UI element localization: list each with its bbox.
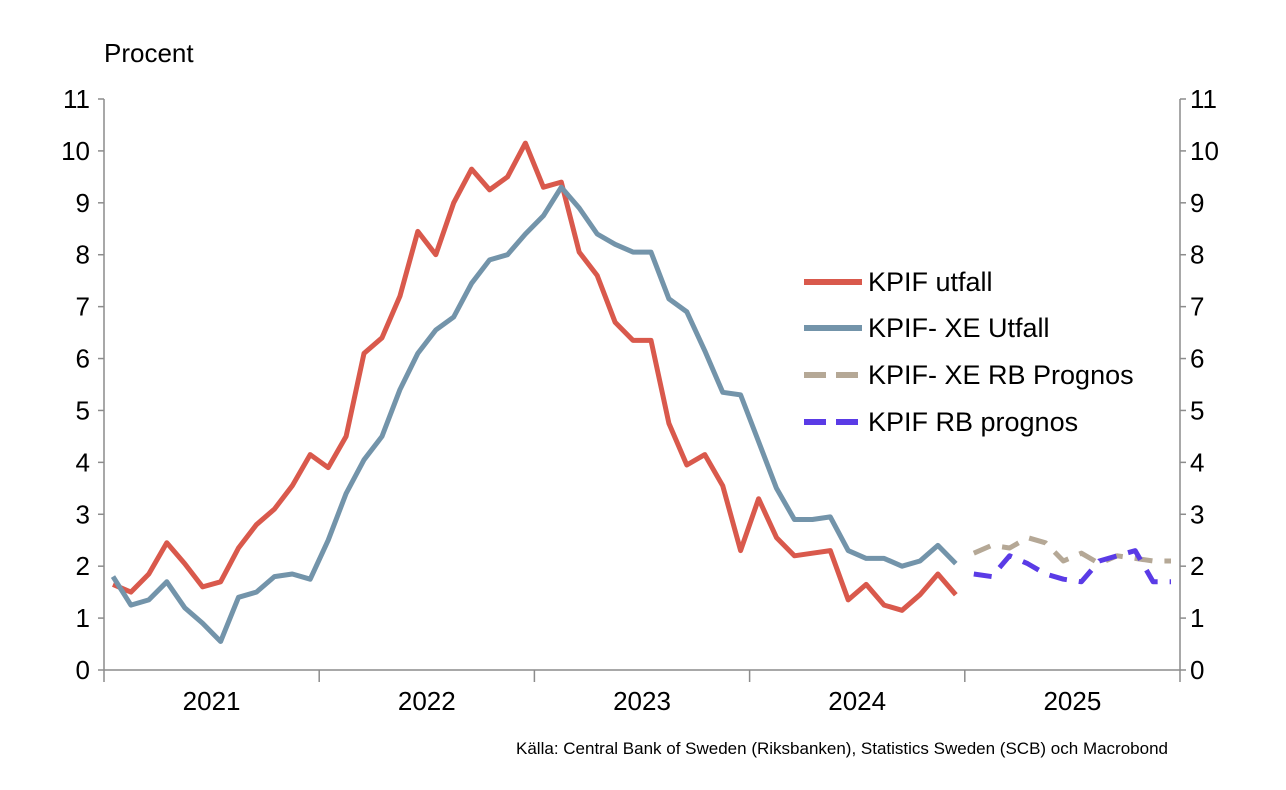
source-note: Källa: Central Bank of Sweden (Riksbanke…	[516, 739, 1168, 758]
y-tick-label-left: 10	[61, 136, 90, 166]
y-tick-label-right: 1	[1190, 603, 1204, 633]
y-tick-label-right: 9	[1190, 188, 1204, 218]
x-tick-label: 2021	[183, 686, 241, 716]
y-tick-label-left: 5	[76, 395, 90, 425]
y-tick-label-left: 9	[76, 188, 90, 218]
y-tick-label-left: 3	[76, 499, 90, 529]
series-line-2	[110, 184, 958, 644]
y-tick-label-left: 7	[76, 292, 90, 322]
legend: KPIF utfall KPIF- XE Utfall KPIF- XE RB Pr…	[804, 267, 1134, 437]
y-tick-label-left: 1	[76, 603, 90, 633]
x-tick-label: 2025	[1043, 686, 1101, 716]
y-tick-label-left: 11	[63, 84, 90, 114]
legend-label-2: KPIF- XE Utfall	[868, 313, 1050, 343]
y-tick-label-left: 4	[76, 447, 90, 477]
x-tick-label: 2024	[828, 686, 886, 716]
y-tick-label-right: 6	[1190, 344, 1204, 374]
y-tick-label-right: 8	[1190, 240, 1204, 270]
y-tick-label-left: 0	[76, 655, 90, 685]
y-tick-label-right: 3	[1190, 499, 1204, 529]
legend-label-1: KPIF utfall	[868, 267, 993, 297]
y-tick-label-right: 10	[1190, 136, 1219, 166]
y-tick-label-right: 7	[1190, 292, 1204, 322]
legend-label-4: KPIF RB prognos	[868, 407, 1078, 437]
y-axis-title: Procent	[104, 38, 194, 68]
series-line-1	[112, 140, 958, 613]
y-tick-label-right: 2	[1190, 551, 1204, 581]
y-tick-label-left: 8	[76, 240, 90, 270]
y-tick-label-left: 6	[76, 344, 90, 374]
y-tick-label-right: 5	[1190, 395, 1204, 425]
y-tick-label-right: 11	[1190, 84, 1217, 114]
series-lines	[110, 140, 1171, 644]
x-tick-label: 2023	[613, 686, 671, 716]
legend-label-3: KPIF- XE RB Prognos	[868, 360, 1134, 390]
y-tick-label-right: 0	[1190, 655, 1204, 685]
y-tick-label-left: 2	[76, 551, 90, 581]
x-tick-label: 2022	[398, 686, 456, 716]
y-tick-label-right: 4	[1190, 447, 1204, 477]
series-line-4	[973, 548, 1171, 585]
